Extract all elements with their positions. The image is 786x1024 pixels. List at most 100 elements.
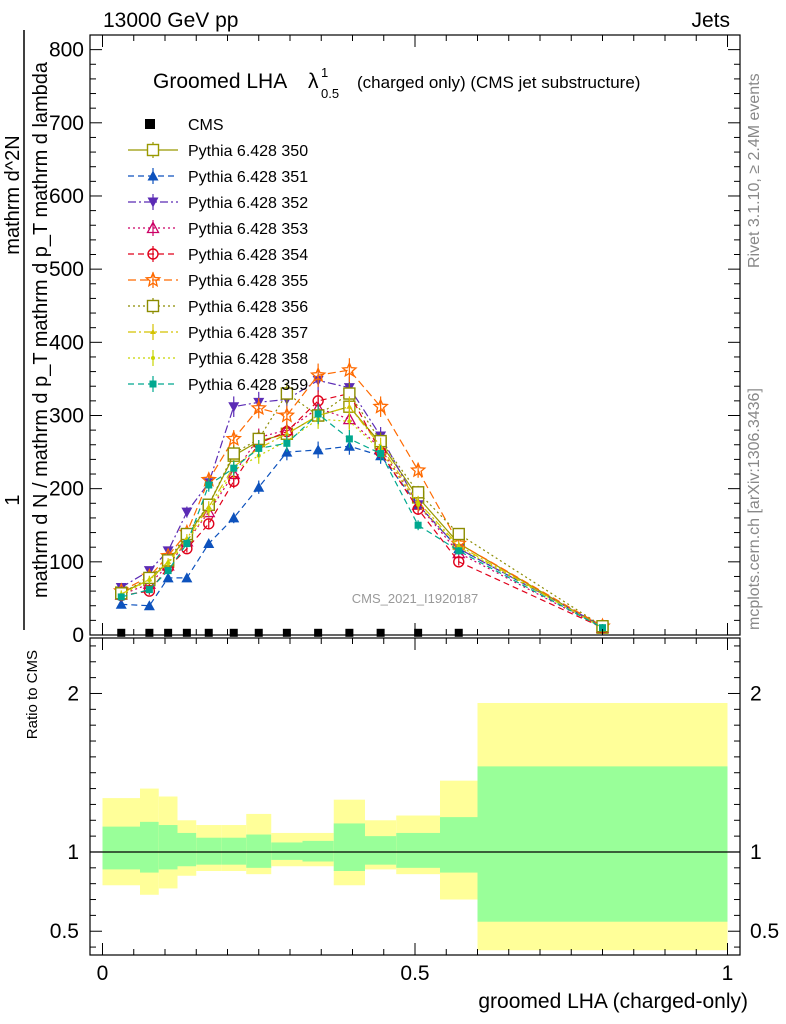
legend-label-4: Pythia 6.428 354 xyxy=(188,247,308,264)
series-marker-9-4 xyxy=(205,481,213,489)
series-marker-5-11 xyxy=(409,461,427,478)
series-marker-1-5 xyxy=(228,512,240,523)
y-tick-label-5: 500 xyxy=(49,258,84,281)
series-line-9 xyxy=(121,413,603,629)
series-marker-1-0 xyxy=(115,598,127,609)
series-marker-9-6 xyxy=(255,444,263,452)
legend-cms-marker xyxy=(145,119,155,129)
cms-data-point-9 xyxy=(345,628,354,637)
cms-data-point-0 xyxy=(117,628,126,637)
cms-data-point-2 xyxy=(164,628,173,637)
cms-data-point-3 xyxy=(182,628,191,637)
series-marker-5-9 xyxy=(341,361,358,378)
chart-title-sup: 1 xyxy=(321,65,328,80)
ratio-tick-label-right-1: 1 xyxy=(750,841,762,864)
y-axis-label-denominator: mathrm d N / mathrm d p_T mathrm d p_T m… xyxy=(30,61,52,598)
axes: 0 100 200 300 400 500 600 700 800 0 0.5 1 0.5 0.5 1 1 2 2 xyxy=(49,34,779,985)
series-marker-9-1 xyxy=(145,586,153,594)
legend-label-0: Pythia 6.428 350 xyxy=(188,143,308,160)
y-tick-label-0: 0 xyxy=(72,624,84,647)
legend-label-7: Pythia 6.428 357 xyxy=(188,325,308,342)
legend-label-9: Pythia 6.428 359 xyxy=(188,377,308,394)
mcplots-label: mcplots.cern.ch [arXiv:1306.3436] xyxy=(746,388,763,630)
series-marker-1-1 xyxy=(143,600,155,611)
legend-marker-7 xyxy=(150,329,156,334)
ratio-tick-label-right-0: 0.5 xyxy=(750,920,779,943)
legend-marker-3 xyxy=(146,221,160,234)
chart-title-symbol: λ xyxy=(308,70,319,93)
y-axis-label-numerator: 1 xyxy=(2,494,24,505)
series-marker-9-2 xyxy=(164,567,172,575)
cms-data-point-12 xyxy=(454,628,463,637)
series-marker-1-2 xyxy=(162,572,174,583)
analysis-label: CMS_2021_I1920187 xyxy=(352,591,479,606)
y-axis-label-top: mathrm d^2N xyxy=(2,135,24,254)
series-marker-5-5 xyxy=(225,430,243,446)
ratio-stat-band-3 xyxy=(177,832,197,867)
y-tick-label-8: 800 xyxy=(49,39,84,62)
series-marker-6-7 xyxy=(280,387,294,400)
series-marker-9-12 xyxy=(455,547,463,555)
series-marker-8-1 xyxy=(147,578,152,583)
ratio-stat-band-8 xyxy=(302,840,334,862)
series-marker-3-4 xyxy=(202,505,216,518)
series-marker-6-5 xyxy=(227,447,240,460)
x-axis-label: groomed LHA (charged-only) xyxy=(478,990,748,1013)
ratio-stat-band-11 xyxy=(396,832,440,868)
y-tick-label-7: 700 xyxy=(49,112,84,135)
ratio-bands xyxy=(90,702,740,951)
legend-label-3: Pythia 6.428 353 xyxy=(188,221,308,238)
ratio-stat-band-10 xyxy=(365,836,397,865)
series-marker-5-8 xyxy=(309,366,327,383)
legend-marker-9 xyxy=(149,380,157,388)
series-line-1 xyxy=(121,445,603,627)
series-marker-8-2 xyxy=(166,561,171,566)
legend-marker-1 xyxy=(147,170,159,181)
series-marker-7-9 xyxy=(346,403,353,409)
legend-label-1: Pythia 6.428 351 xyxy=(188,169,308,186)
legend-marker-4 xyxy=(147,248,159,260)
process-label: Jets xyxy=(691,9,730,32)
y-tick-label-1: 100 xyxy=(49,551,84,574)
legend-marker-5 xyxy=(144,271,162,288)
cms-data-point-8 xyxy=(314,628,323,637)
legend-marker-6 xyxy=(146,299,160,313)
series-line-8 xyxy=(121,418,603,629)
series-marker-9-8 xyxy=(314,410,322,418)
series-marker-2-5 xyxy=(228,402,240,413)
ratio-stat-band-6 xyxy=(246,834,272,868)
legend-label-6: Pythia 6.428 356 xyxy=(188,299,308,316)
cms-data-point-5 xyxy=(229,628,238,637)
rivet-version-label: Rivet 3.1.10, ≥ 2.4M events xyxy=(746,73,763,268)
series-marker-9-5 xyxy=(230,464,238,472)
series-marker-8-11 xyxy=(416,502,421,507)
x-tick-label-1: 0.5 xyxy=(400,962,429,985)
y-tick-label-2: 200 xyxy=(49,478,84,501)
series-marker-1-3 xyxy=(181,572,193,583)
series-marker-2-3 xyxy=(181,507,193,518)
energy-label: 13000 GeV pp xyxy=(103,9,239,32)
series-marker-6-12 xyxy=(452,527,465,541)
ratio-stat-band-9 xyxy=(333,823,365,871)
y-tick-label-4: 400 xyxy=(49,331,84,354)
series-line-7 xyxy=(121,406,603,629)
y-tick-label-3: 300 xyxy=(49,404,84,427)
ratio-stat-band-7 xyxy=(271,842,303,860)
series-marker-4-12 xyxy=(453,556,465,568)
cms-data-point-11 xyxy=(414,628,423,637)
series-marker-4-4 xyxy=(203,518,215,530)
ratio-axis-label: Ratio to CMS xyxy=(24,650,41,739)
legend-cms-label: CMS xyxy=(188,117,224,134)
x-tick-label-0: 0 xyxy=(97,962,109,985)
series-marker-9-0 xyxy=(117,593,125,601)
series-marker-5-10 xyxy=(372,397,389,414)
series-marker-9-9 xyxy=(345,435,353,443)
series-marker-9-13 xyxy=(599,624,606,632)
ratio-stat-band-5 xyxy=(221,837,247,865)
series-marker-9-10 xyxy=(377,450,385,458)
legend-label-5: Pythia 6.428 355 xyxy=(188,273,308,290)
series-marker-1-8 xyxy=(312,444,324,455)
ratio-tick-label-right-2: 2 xyxy=(750,682,762,705)
series-marker-1-6 xyxy=(253,481,265,492)
